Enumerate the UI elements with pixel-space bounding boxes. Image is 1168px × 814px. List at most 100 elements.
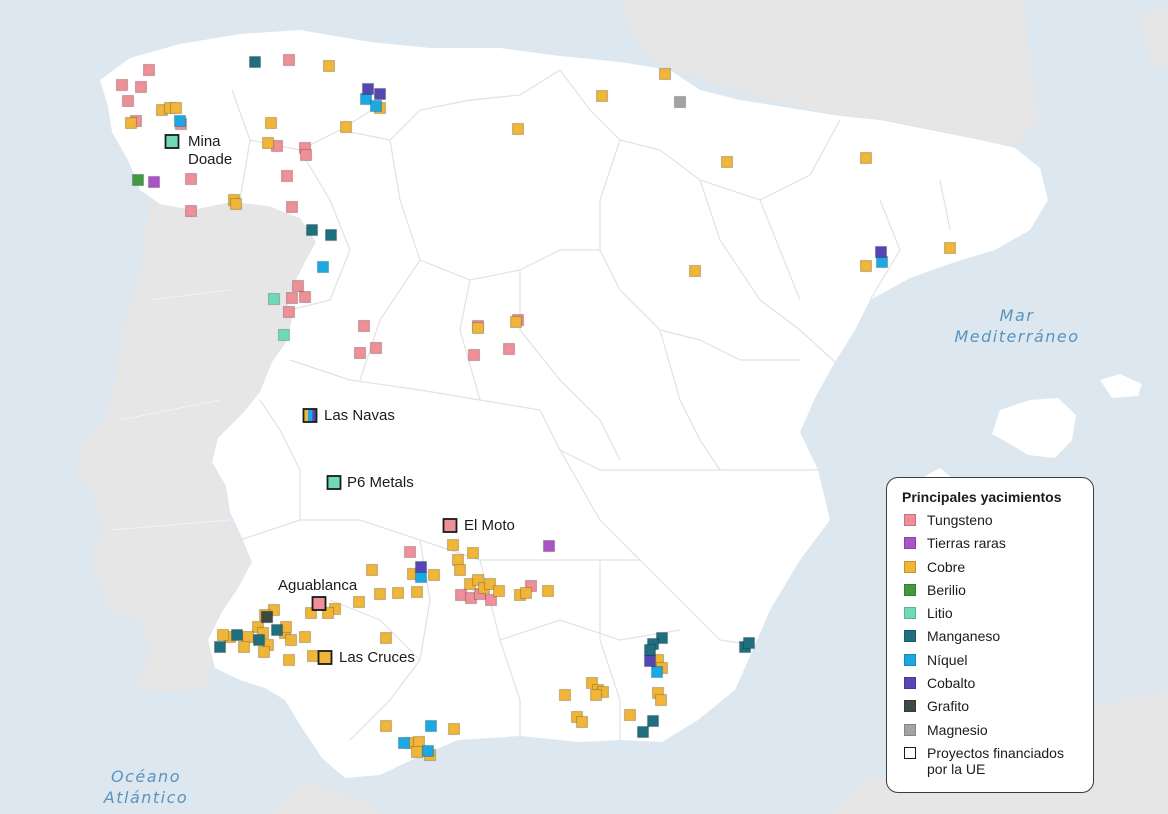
- mediterranean-label: Mar Mediterráneo: [954, 306, 1080, 346]
- deposit-cobre: [658, 67, 672, 81]
- deposit-cobalto: [414, 560, 428, 574]
- deposit-niquel: [369, 99, 383, 113]
- deposit-cobre: [859, 259, 873, 273]
- deposit-cobre: [471, 573, 485, 587]
- deposit-cobalto: [373, 87, 387, 101]
- legend-swatch-tungsteno: [904, 514, 916, 526]
- deposit-tungsteno: [282, 53, 296, 67]
- deposit-cobre: [391, 586, 405, 600]
- deposit-manganeso: [248, 55, 262, 69]
- deposit-tungsteno: [467, 348, 481, 362]
- deposit-cobre: [379, 719, 393, 733]
- legend-swatch-tierras-raras: [904, 537, 916, 550]
- deposit-cobalto: [643, 654, 657, 668]
- deposit-tungsteno: [353, 346, 367, 360]
- deposit-cobre: [589, 688, 603, 702]
- deposit-tungsteno: [142, 63, 156, 77]
- deposit-tungsteno: [134, 80, 148, 94]
- portugal-borders: [109, 289, 231, 531]
- deposit-tungsteno: [357, 319, 371, 333]
- deposit-cobre: [575, 715, 589, 729]
- deposit-manganeso: [213, 640, 227, 654]
- deposit-cobalto: [874, 245, 888, 259]
- deposit-manganeso: [655, 631, 669, 645]
- legend-item-cobre: Cobre: [902, 559, 1079, 582]
- deposit-manganeso: [742, 636, 756, 650]
- eu-marker-aguablanca: [311, 596, 327, 611]
- deposit-cobre: [943, 241, 957, 255]
- legend-item-niquel: Níquel: [902, 652, 1079, 675]
- deposit-niquel: [650, 665, 664, 679]
- deposit-manganeso: [252, 633, 266, 647]
- deposit-cobre: [451, 553, 465, 567]
- legend-title: Principales yacimientos: [902, 489, 1062, 505]
- legend-item-tierras-raras: Tierras raras: [902, 535, 1079, 558]
- legend-item-magnesio: Magnesio: [902, 722, 1079, 745]
- deposit-cobre: [511, 122, 525, 136]
- deposit-cobre: [306, 649, 320, 663]
- deposit-cobre: [447, 722, 461, 736]
- deposit-tungsteno: [298, 290, 312, 304]
- deposit-niquel: [414, 570, 428, 584]
- portugal-land: [75, 200, 318, 692]
- deposit-cobre: [410, 745, 424, 759]
- deposit-cobre: [298, 630, 312, 644]
- deposit-niquel: [424, 719, 438, 733]
- deposit-niquel: [316, 260, 330, 274]
- corsica-land: [1138, 8, 1168, 70]
- deposit-cobre: [483, 577, 497, 591]
- deposit-tungsteno: [285, 200, 299, 214]
- deposit-tungsteno: [299, 148, 313, 162]
- north-africa-land: [270, 780, 380, 814]
- eu-marker-p6-metals: [326, 475, 342, 490]
- deposit-berilio: [131, 173, 145, 187]
- deposit-tierras-raras: [147, 175, 161, 189]
- deposit-tungsteno: [184, 172, 198, 186]
- deposit-cobre: [321, 606, 335, 620]
- deposit-cobre: [410, 585, 424, 599]
- legend-swatch-proyectos-ue: [904, 746, 916, 759]
- deposit-cobre: [216, 628, 230, 642]
- deposit-cobre: [237, 640, 251, 654]
- legend-swatch-magnesio: [904, 723, 916, 736]
- deposit-cobre: [304, 606, 318, 620]
- deposit-cobre: [688, 264, 702, 278]
- label-el-moto: El Moto: [464, 517, 515, 534]
- deposit-cobre: [466, 546, 480, 560]
- deposit-cobre: [124, 116, 138, 130]
- deposit-niquel: [875, 255, 889, 269]
- deposit-manganeso: [646, 714, 660, 728]
- deposit-tungsteno: [184, 204, 198, 218]
- label-aguablanca: Aguablanca: [278, 577, 358, 594]
- deposit-tungsteno: [403, 545, 417, 559]
- legend-item-berilio: Berilio: [902, 582, 1079, 605]
- deposit-cobre: [241, 630, 255, 644]
- legend-item-litio: Litio: [902, 605, 1079, 628]
- deposit-tungsteno: [282, 305, 296, 319]
- deposit-magnesio: [673, 95, 687, 109]
- label-p6-metals: P6 Metals: [347, 474, 414, 491]
- deposit-cobre: [261, 136, 275, 150]
- legend-item-tungsteno: Tungsteno: [902, 512, 1079, 535]
- deposit-cobre: [585, 676, 599, 690]
- deposit-cobre: [169, 101, 183, 115]
- deposit-manganeso: [270, 623, 284, 637]
- deposit-cobalto: [361, 82, 375, 96]
- deposit-litio: [267, 292, 281, 306]
- deposit-tungsteno: [454, 588, 468, 602]
- label-mina-doade: Mina Doade: [188, 133, 233, 168]
- deposit-manganeso: [324, 228, 338, 242]
- legend-item-proyectos-ue: Proyectos financiados por la UE: [902, 745, 1079, 777]
- deposit-cobre: [492, 584, 506, 598]
- deposit-cobre: [282, 653, 296, 667]
- mallorca-land: [992, 398, 1076, 458]
- legend-item-manganeso: Manganeso: [902, 628, 1079, 651]
- eu-marker-mina-doade: [164, 134, 180, 149]
- deposit-cobre: [322, 59, 336, 73]
- deposit-tungsteno: [502, 342, 516, 356]
- deposit-grafito: [260, 610, 274, 624]
- deposit-tungsteno: [280, 169, 294, 183]
- deposit-tungsteno: [369, 341, 383, 355]
- deposit-cobre: [558, 688, 572, 702]
